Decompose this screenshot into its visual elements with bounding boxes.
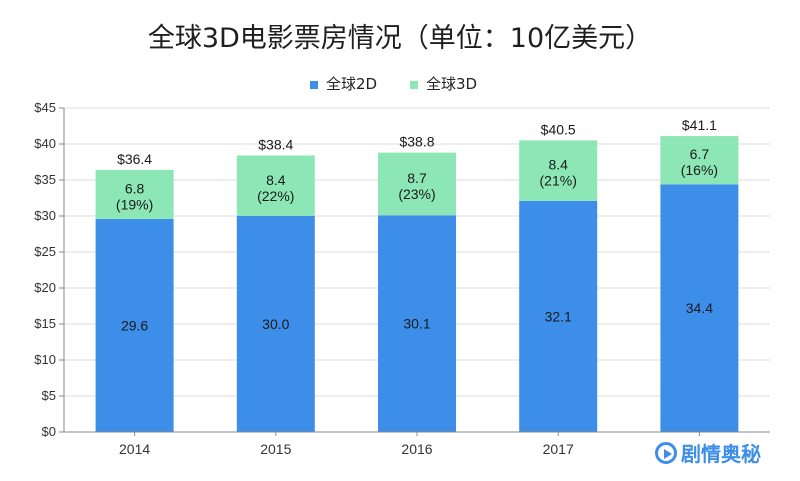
data-label-3d: 8.4 <box>548 157 568 173</box>
y-tick-label: $40 <box>34 136 56 151</box>
data-label-2d: 32.1 <box>545 308 572 324</box>
y-tick-label: $30 <box>34 208 56 223</box>
play-circle-icon <box>655 441 677 464</box>
chart-title: 全球3D电影票房情况（单位：10亿美元） <box>147 23 653 54</box>
bar-2d <box>660 184 739 432</box>
data-label-2d: 30.0 <box>262 316 289 332</box>
total-label: $38.4 <box>258 137 293 153</box>
bar-3d <box>660 136 739 185</box>
data-label-3d-share: (23%) <box>398 186 435 202</box>
x-tick-label: 2015 <box>260 441 291 457</box>
legend-label: 全球2D <box>326 75 377 93</box>
y-tick-label: $10 <box>34 352 56 367</box>
data-label-3d: 8.7 <box>407 170 427 186</box>
legend-swatch <box>310 81 318 89</box>
bars: 29.66.8(19%)$36.430.08.4(22%)$38.430.18.… <box>95 117 739 432</box>
total-label: $41.1 <box>682 117 717 133</box>
legend-label: 全球3D <box>426 75 477 93</box>
data-label-3d-share: (16%) <box>681 162 718 178</box>
bar-2d <box>519 200 598 432</box>
watermark: 剧情奥秘 <box>655 438 761 467</box>
x-axis: 2014 2015 2016 2017 <box>64 431 770 457</box>
y-tick-label: $20 <box>34 280 56 295</box>
watermark-text: 剧情奥秘 <box>681 442 761 466</box>
y-tick-label: $25 <box>34 244 56 259</box>
data-label-3d-share: (21%) <box>540 173 577 189</box>
data-label-3d: 6.7 <box>690 146 710 162</box>
bar-2d <box>378 215 456 432</box>
y-axis: $0 $5 $10 $15 $20 $25 $30 $35 $40 $45 <box>34 100 65 439</box>
y-tick-label: $0 <box>42 424 56 439</box>
data-label-2d: 29.6 <box>121 317 148 333</box>
total-label: $40.5 <box>541 121 576 137</box>
y-tick-label: $35 <box>34 172 56 187</box>
bar-2d <box>236 216 315 432</box>
data-label-3d-share: (19%) <box>116 196 153 212</box>
data-label-3d: 6.8 <box>125 180 145 196</box>
data-label-3d: 8.4 <box>266 172 286 188</box>
bar-3d <box>236 155 315 216</box>
legend-swatch <box>410 81 418 89</box>
x-tick-label: 2016 <box>401 441 432 457</box>
y-tick-label: $5 <box>42 388 56 403</box>
data-label-2d: 34.4 <box>686 300 713 316</box>
bar-3d <box>378 152 456 216</box>
y-tick-label: $45 <box>34 100 56 115</box>
total-label: $36.4 <box>117 151 152 167</box>
bar-2d <box>95 218 174 432</box>
x-tick-label: 2017 <box>543 441 574 457</box>
data-label-3d-share: (22%) <box>257 188 294 204</box>
bar-3d <box>519 140 598 201</box>
total-label: $38.8 <box>399 134 434 150</box>
x-tick-label: 2014 <box>119 441 150 457</box>
legend: 全球2D 全球3D <box>310 75 477 93</box>
y-tick-label: $15 <box>34 316 56 331</box>
data-label-2d: 30.1 <box>403 316 430 332</box>
bar-3d <box>95 169 174 219</box>
